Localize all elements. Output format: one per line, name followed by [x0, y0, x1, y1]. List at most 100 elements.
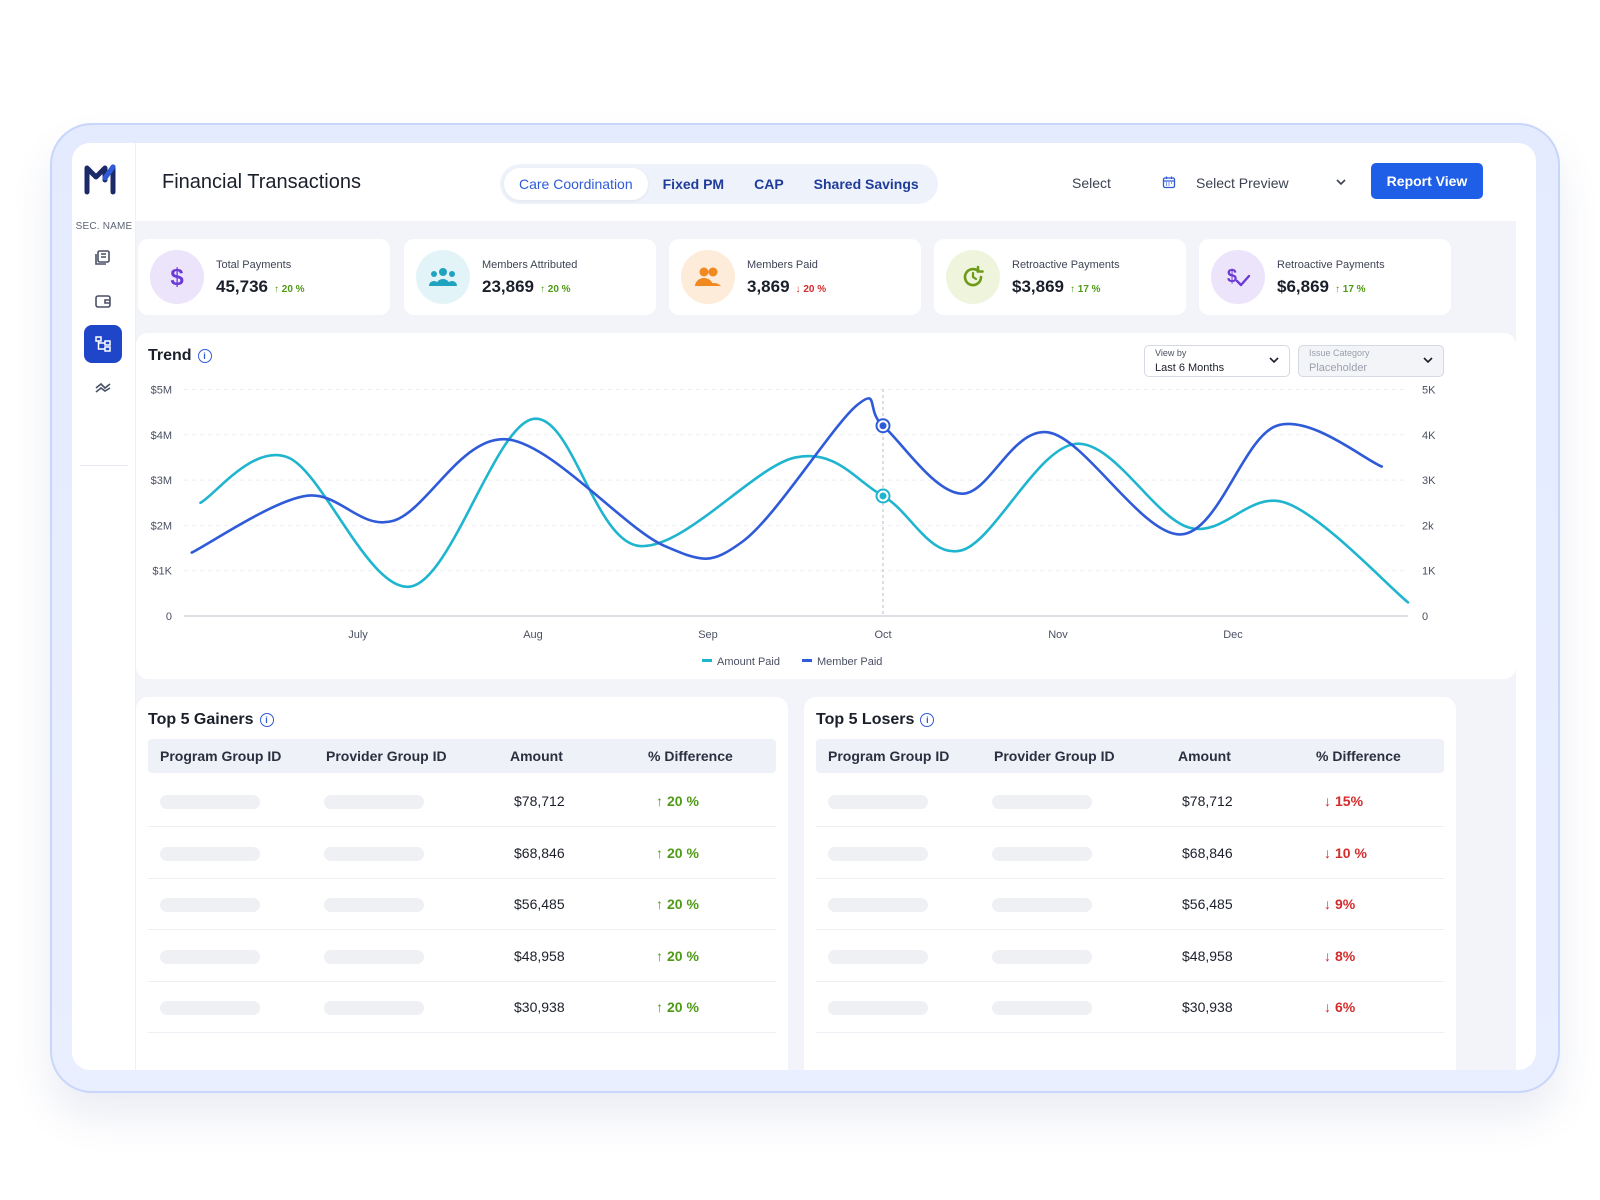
losers-title: Top 5 Losers i	[816, 711, 935, 729]
col-pct-difference[interactable]: % Difference	[1316, 748, 1401, 764]
app-window: SEC. NAME Financial Transactions Care Co…	[72, 143, 1536, 1070]
arrow-down-icon: ↓	[795, 284, 801, 295]
row-pct-value: 6%	[1335, 999, 1356, 1015]
table-row[interactable]: $78,712 ↑ 20 %	[148, 775, 776, 827]
nav-hierarchy-icon[interactable]	[84, 325, 122, 363]
info-icon[interactable]: i	[920, 713, 935, 727]
program-group-id-placeholder	[828, 949, 928, 964]
trend-card: Trend i View by Last 6 Months Issue Cate…	[136, 333, 1516, 679]
row-pct-value: 20 %	[667, 999, 699, 1015]
row-amount: $30,938	[514, 999, 565, 1015]
page-title: Financial Transactions	[162, 171, 361, 193]
row-amount: $78,712	[1182, 793, 1233, 809]
program-group-id-placeholder	[828, 795, 928, 809]
col-amount[interactable]: Amount	[510, 748, 563, 764]
kpi-card: $ Retroactive Payments $6,869 ↑ 17 %	[1199, 239, 1451, 315]
arrow-up-icon: ↑	[540, 284, 545, 295]
info-icon[interactable]: i	[197, 349, 212, 363]
provider-group-id-placeholder	[324, 949, 424, 964]
tab-bar: Care Coordination Fixed PM CAP Shared Sa…	[500, 164, 938, 204]
table-row[interactable]: $78,712 ↓ 15%	[816, 775, 1444, 827]
row-pct-difference: ↑ 20 %	[656, 999, 699, 1015]
row-pct-difference: ↓ 8%	[1324, 948, 1355, 964]
nav-trend-arrows-icon[interactable]	[84, 368, 122, 406]
view-by-dropdown[interactable]: View by Last 6 Months	[1144, 345, 1290, 377]
row-pct-difference: ↓ 6%	[1324, 999, 1355, 1015]
kpi-value-row: 23,869 ↑ 20 %	[482, 277, 571, 297]
row-amount: $56,485	[514, 896, 565, 912]
y-left-tick-label: $5M	[151, 385, 172, 397]
col-program-group-id[interactable]: Program Group ID	[160, 748, 282, 764]
y-left-tick-label: $2M	[151, 520, 172, 532]
info-icon[interactable]: i	[259, 713, 274, 727]
program-group-id-placeholder	[160, 898, 260, 912]
kpi-label: Retroactive Payments	[1277, 259, 1385, 271]
group-icon	[416, 250, 470, 304]
row-amount: $48,958	[514, 947, 565, 964]
arrow-down-icon: ↓	[1324, 896, 1331, 912]
table-row[interactable]: $48,958 ↑ 20 %	[148, 930, 776, 982]
kpi-value-row: $3,869 ↑ 17 %	[1012, 277, 1101, 297]
table-row[interactable]: $56,485 ↓ 9%	[816, 878, 1444, 930]
row-amount: $68,846	[514, 844, 565, 861]
kpi-value: 3,869	[747, 277, 790, 296]
kpi-delta: ↑ 17 %	[1070, 284, 1101, 295]
table-row[interactable]: $30,938 ↓ 6%	[816, 981, 1444, 1033]
losers-title-text: Top 5 Losers	[816, 711, 915, 728]
view-by-label: View by	[1155, 348, 1187, 358]
gainers-table-header: Program Group ID Provider Group ID Amoun…	[148, 739, 776, 773]
x-tick-label: Dec	[1223, 629, 1243, 641]
svg-text:$: $	[1227, 266, 1237, 286]
arrow-up-icon: ↑	[274, 284, 279, 295]
arrow-down-icon: ↓	[1324, 999, 1331, 1015]
table-row[interactable]: $68,846 ↑ 20 %	[148, 827, 776, 879]
kpi-value-row: $6,869 ↑ 17 %	[1277, 277, 1366, 297]
row-pct-value: 8%	[1335, 947, 1356, 964]
report-view-button[interactable]: Report View	[1371, 163, 1483, 199]
arrow-up-icon: ↑	[656, 999, 663, 1015]
legend-label: Member Paid	[817, 656, 882, 668]
dashboard-content: $ Total Payments 45,736 ↑ 20 % Members A…	[136, 221, 1516, 1070]
program-group-id-placeholder	[160, 846, 260, 861]
preview-select[interactable]: Select Preview	[1196, 169, 1348, 197]
table-row[interactable]: $68,846 ↓ 10 %	[816, 827, 1444, 879]
tab-fixed-pm[interactable]: Fixed PM	[662, 176, 725, 192]
col-program-group-id[interactable]: Program Group ID	[828, 748, 950, 764]
nav-report-book-icon[interactable]	[84, 239, 122, 277]
row-pct-value: 15%	[1335, 793, 1364, 809]
kpi-label: Retroactive Payments	[1012, 259, 1120, 271]
y-right-tick-label: 0	[1422, 611, 1428, 623]
kpi-delta: ↑ 20 %	[274, 284, 305, 295]
member-paid-line	[190, 397, 1384, 560]
kpi-value: 23,869	[482, 277, 534, 296]
view-by-value: Last 6 Months	[1155, 362, 1225, 374]
tab-shared-savings[interactable]: Shared Savings	[813, 176, 919, 192]
tab-care-coordination[interactable]: Care Coordination	[504, 168, 648, 200]
users-icon	[681, 250, 735, 304]
issue-category-dropdown[interactable]: Issue Category Placeholder	[1298, 345, 1444, 377]
row-pct-value: 9%	[1335, 896, 1356, 912]
y-right-tick-label: 5K	[1422, 385, 1436, 397]
brand-logo	[84, 164, 116, 195]
y-left-tick-label: 0	[166, 611, 172, 623]
svg-text:$: $	[170, 264, 184, 290]
refresh-clock-icon	[946, 250, 1000, 304]
table-row[interactable]: $30,938 ↑ 20 %	[148, 981, 776, 1033]
arrow-down-icon: ↓	[1324, 793, 1331, 809]
tab-cap[interactable]: CAP	[754, 176, 784, 192]
provider-group-id-placeholder	[324, 846, 424, 861]
kpi-value: $3,869	[1012, 277, 1064, 296]
provider-group-id-placeholder	[992, 1001, 1092, 1015]
col-amount[interactable]: Amount	[1178, 748, 1231, 764]
col-provider-group-id[interactable]: Provider Group ID	[326, 748, 447, 764]
row-pct-difference: ↓ 9%	[1324, 896, 1355, 912]
row-pct-difference: ↑ 20 %	[656, 896, 699, 912]
x-tick-label: Oct	[874, 629, 891, 641]
col-pct-difference[interactable]: % Difference	[648, 748, 733, 764]
date-select[interactable]: Select	[1072, 169, 1176, 197]
table-row[interactable]: $48,958 ↓ 8%	[816, 930, 1444, 982]
nav-wallet-icon[interactable]	[84, 282, 122, 320]
col-provider-group-id[interactable]: Provider Group ID	[994, 748, 1115, 764]
dollar-check-icon: $	[1211, 250, 1265, 304]
table-row[interactable]: $56,485 ↑ 20 %	[148, 878, 776, 930]
